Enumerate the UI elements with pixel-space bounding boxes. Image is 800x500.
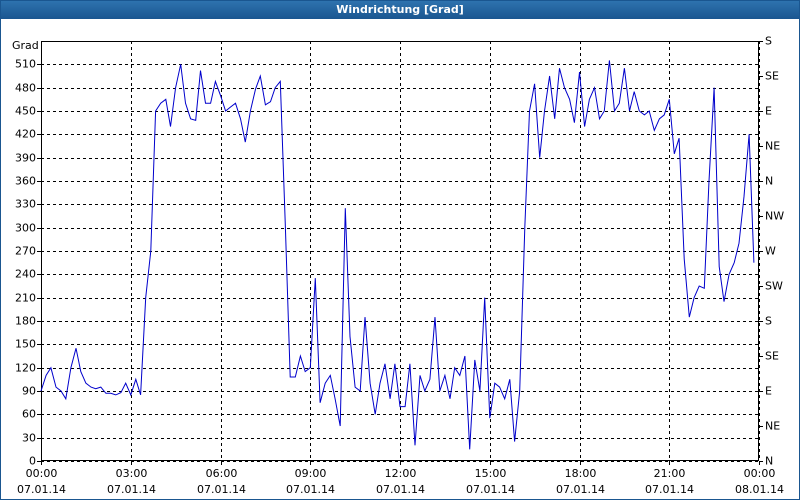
x-tick-date: 07.01.14: [376, 483, 425, 496]
y-tick-label: 0: [29, 455, 36, 468]
y2-tick-label: SE: [765, 70, 779, 83]
chart-title: Windrichtung [Grad]: [336, 3, 464, 16]
x-tick-label: 00:00: [744, 467, 776, 480]
x-tick-label: 12:00: [385, 467, 417, 480]
y-tick-label: 30: [22, 432, 36, 445]
x-tick-date: 07.01.14: [286, 483, 335, 496]
y-tick-label: 510: [15, 58, 36, 71]
y-tick-label: 240: [15, 268, 36, 281]
x-tick-label: 03:00: [116, 467, 148, 480]
x-tick-label: 21:00: [654, 467, 686, 480]
y-tick-label: 150: [15, 338, 36, 351]
y2-tick-label: NW: [765, 210, 784, 223]
y2-tick-label: E: [765, 105, 772, 118]
y2-tick-label: N: [765, 455, 773, 468]
y-tick-label: 120: [15, 362, 36, 375]
data-line: [40, 60, 755, 450]
x-tick-label: 09:00: [295, 467, 327, 480]
y2-tick-label: S: [765, 315, 772, 328]
x-tick-date: 07.01.14: [466, 483, 515, 496]
y-tick-label: 60: [22, 408, 36, 421]
plot-frame: [41, 41, 759, 461]
y-tick-label: 210: [15, 292, 36, 305]
x-tick-date: 07.01.14: [556, 483, 605, 496]
y2-tick-label: NE: [765, 420, 780, 433]
y-tick-label: 180: [15, 315, 36, 328]
title-bar: [0, 0, 800, 19]
y-tick-label: 360: [15, 175, 36, 188]
y-tick-label: 330: [15, 198, 36, 211]
x-tick-label: 06:00: [206, 467, 238, 480]
x-tick-label: 18:00: [565, 467, 597, 480]
y-tick-label: 420: [15, 128, 36, 141]
x-tick-date: 08.01.14: [735, 483, 784, 496]
y2-tick-label: E: [765, 385, 772, 398]
y-tick-label: 480: [15, 82, 36, 95]
y-tick-label: 390: [15, 152, 36, 165]
y2-tick-label: W: [765, 245, 776, 258]
y2-tick-label: SW: [765, 280, 783, 293]
x-tick-date: 07.01.14: [107, 483, 156, 496]
x-tick-label: 00:00: [26, 467, 58, 480]
x-tick-date: 07.01.14: [17, 483, 66, 496]
y2-tick-label: N: [765, 175, 773, 188]
x-tick-date: 07.01.14: [197, 483, 246, 496]
y-tick-label: 270: [15, 245, 36, 258]
y-tick-label: 90: [22, 385, 36, 398]
y-tick-label: 300: [15, 222, 36, 235]
y2-tick-label: NE: [765, 140, 780, 153]
x-tick-date: 07.01.14: [645, 483, 694, 496]
y2-tick-label: S: [765, 35, 772, 48]
x-tick-label: 15:00: [475, 467, 507, 480]
y-axis-label: Grad: [12, 39, 39, 52]
y2-tick-label: SE: [765, 350, 779, 363]
y-tick-label: 450: [15, 105, 36, 118]
